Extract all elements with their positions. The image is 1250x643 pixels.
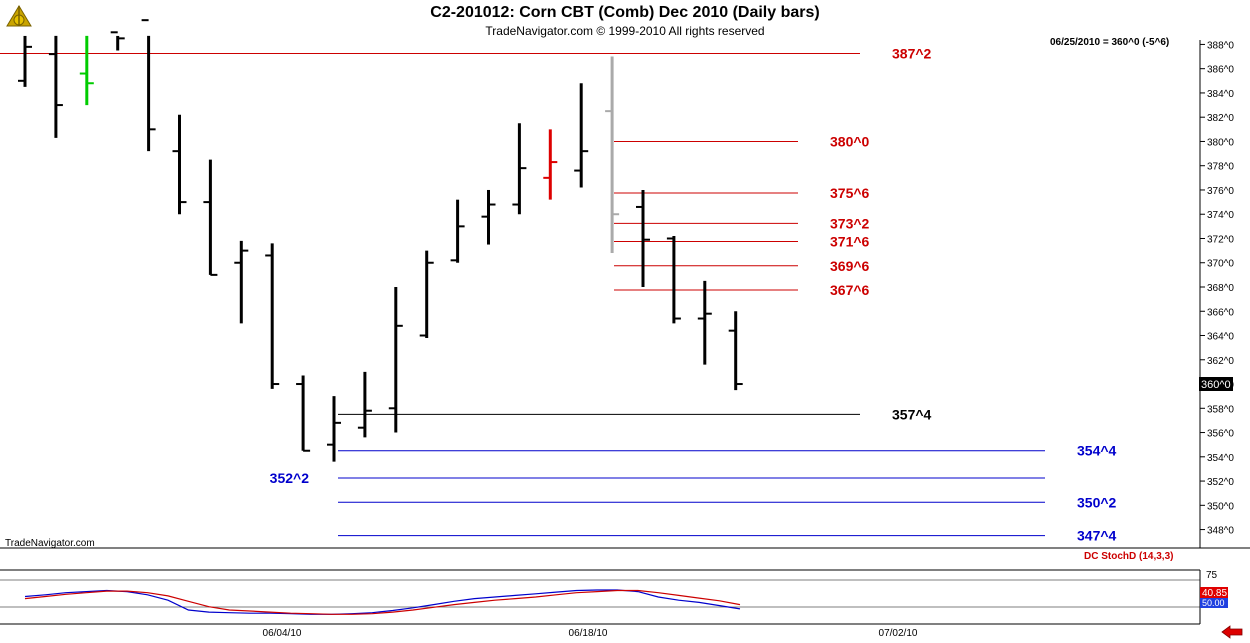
price-tick-label: 370^0 (1207, 259, 1234, 270)
price-tick-label: 372^0 (1207, 234, 1234, 245)
stoch-d-line (24, 589, 741, 615)
level-label: 350^2 (1077, 494, 1117, 510)
price-tick-label: 384^0 (1207, 89, 1234, 100)
price-tick-label: 388^0 (1207, 40, 1234, 51)
title-bar: C2-201012: Corn CBT (Comb) Dec 2010 (Dai… (0, 0, 1250, 48)
sextant-logo-icon[interactable] (3, 2, 35, 30)
price-tick-label: 356^0 (1207, 429, 1234, 440)
date-tick-label: 06/18/10 (569, 628, 608, 639)
level-label: 373^2 (830, 215, 870, 231)
level-label: 387^2 (892, 46, 932, 62)
indicator-level-label: 75 (1206, 570, 1218, 581)
indicator-k-value: 40.85 (1202, 588, 1227, 599)
price-tick-label: 374^0 (1207, 210, 1234, 221)
price-tick-label: 382^0 (1207, 113, 1234, 124)
level-label: 380^0 (830, 133, 870, 149)
price-axis: 348^0 350^0 352^0 354^0 356^0 358^0 360^0 362^0… (1200, 40, 1234, 537)
indicator-d-value-box (1200, 597, 1228, 608)
level-label: 347^4 (1077, 528, 1117, 544)
level-label: 369^6 (830, 258, 870, 274)
chart-title: C2-201012: Corn CBT (Comb) Dec 2010 (Dai… (430, 4, 820, 21)
indicator-d-value: 50.00 (1202, 598, 1225, 608)
status-readout: 06/25/2010 = 360^0 (-5^6) (1050, 37, 1170, 48)
price-tick-label: 368^0 (1207, 283, 1234, 294)
level-label: 375^6 (830, 185, 870, 201)
level-label: 371^6 (830, 234, 870, 250)
price-tick-label: 352^0 (1207, 477, 1234, 488)
watermark: TradeNavigator.com (5, 538, 95, 549)
indicator-k-value-box (1200, 587, 1228, 598)
price-tick-label: 350^0 (1207, 501, 1234, 512)
date-tick-label: 07/02/10 (879, 628, 918, 639)
price-tick-label: 376^0 (1207, 186, 1234, 197)
indicator-label: DC StochD (14,3,3) (1084, 551, 1173, 562)
price-tick-label: 386^0 (1207, 65, 1234, 76)
price-tick-label: 380^0 (1207, 137, 1234, 148)
current-price-marker (1199, 377, 1233, 391)
price-tick-label: 358^0 (1207, 404, 1234, 415)
levels-layer: 387^2 380^0 375^6 373^2 371^6 369^6 367^6 357^4… (0, 46, 1117, 544)
date-axis: 06/04/10 06/18/10 07/02/10 (263, 628, 918, 639)
price-tick-label: 354^0 (1207, 453, 1234, 464)
price-tick-label: 348^0 (1207, 526, 1234, 537)
price-tick-label: 364^0 (1207, 332, 1234, 343)
price-tick-label: 378^0 (1207, 162, 1234, 173)
level-label: 367^6 (830, 282, 870, 298)
level-label: 357^4 (892, 406, 932, 422)
level-label: 352^2 (270, 470, 310, 486)
bars-layer (18, 19, 743, 462)
price-tick-label: 362^0 (1207, 356, 1234, 367)
chart-subtitle: TradeNavigator.com © 1999-2010 All right… (485, 24, 765, 38)
level-label: 354^4 (1077, 443, 1117, 459)
scroll-left-arrow-icon[interactable] (1221, 625, 1243, 639)
stoch-k-line (24, 589, 741, 615)
current-price-label: 360^0 (1201, 379, 1231, 391)
price-tick-label: 366^0 (1207, 307, 1234, 318)
date-tick-label: 06/04/10 (263, 628, 302, 639)
